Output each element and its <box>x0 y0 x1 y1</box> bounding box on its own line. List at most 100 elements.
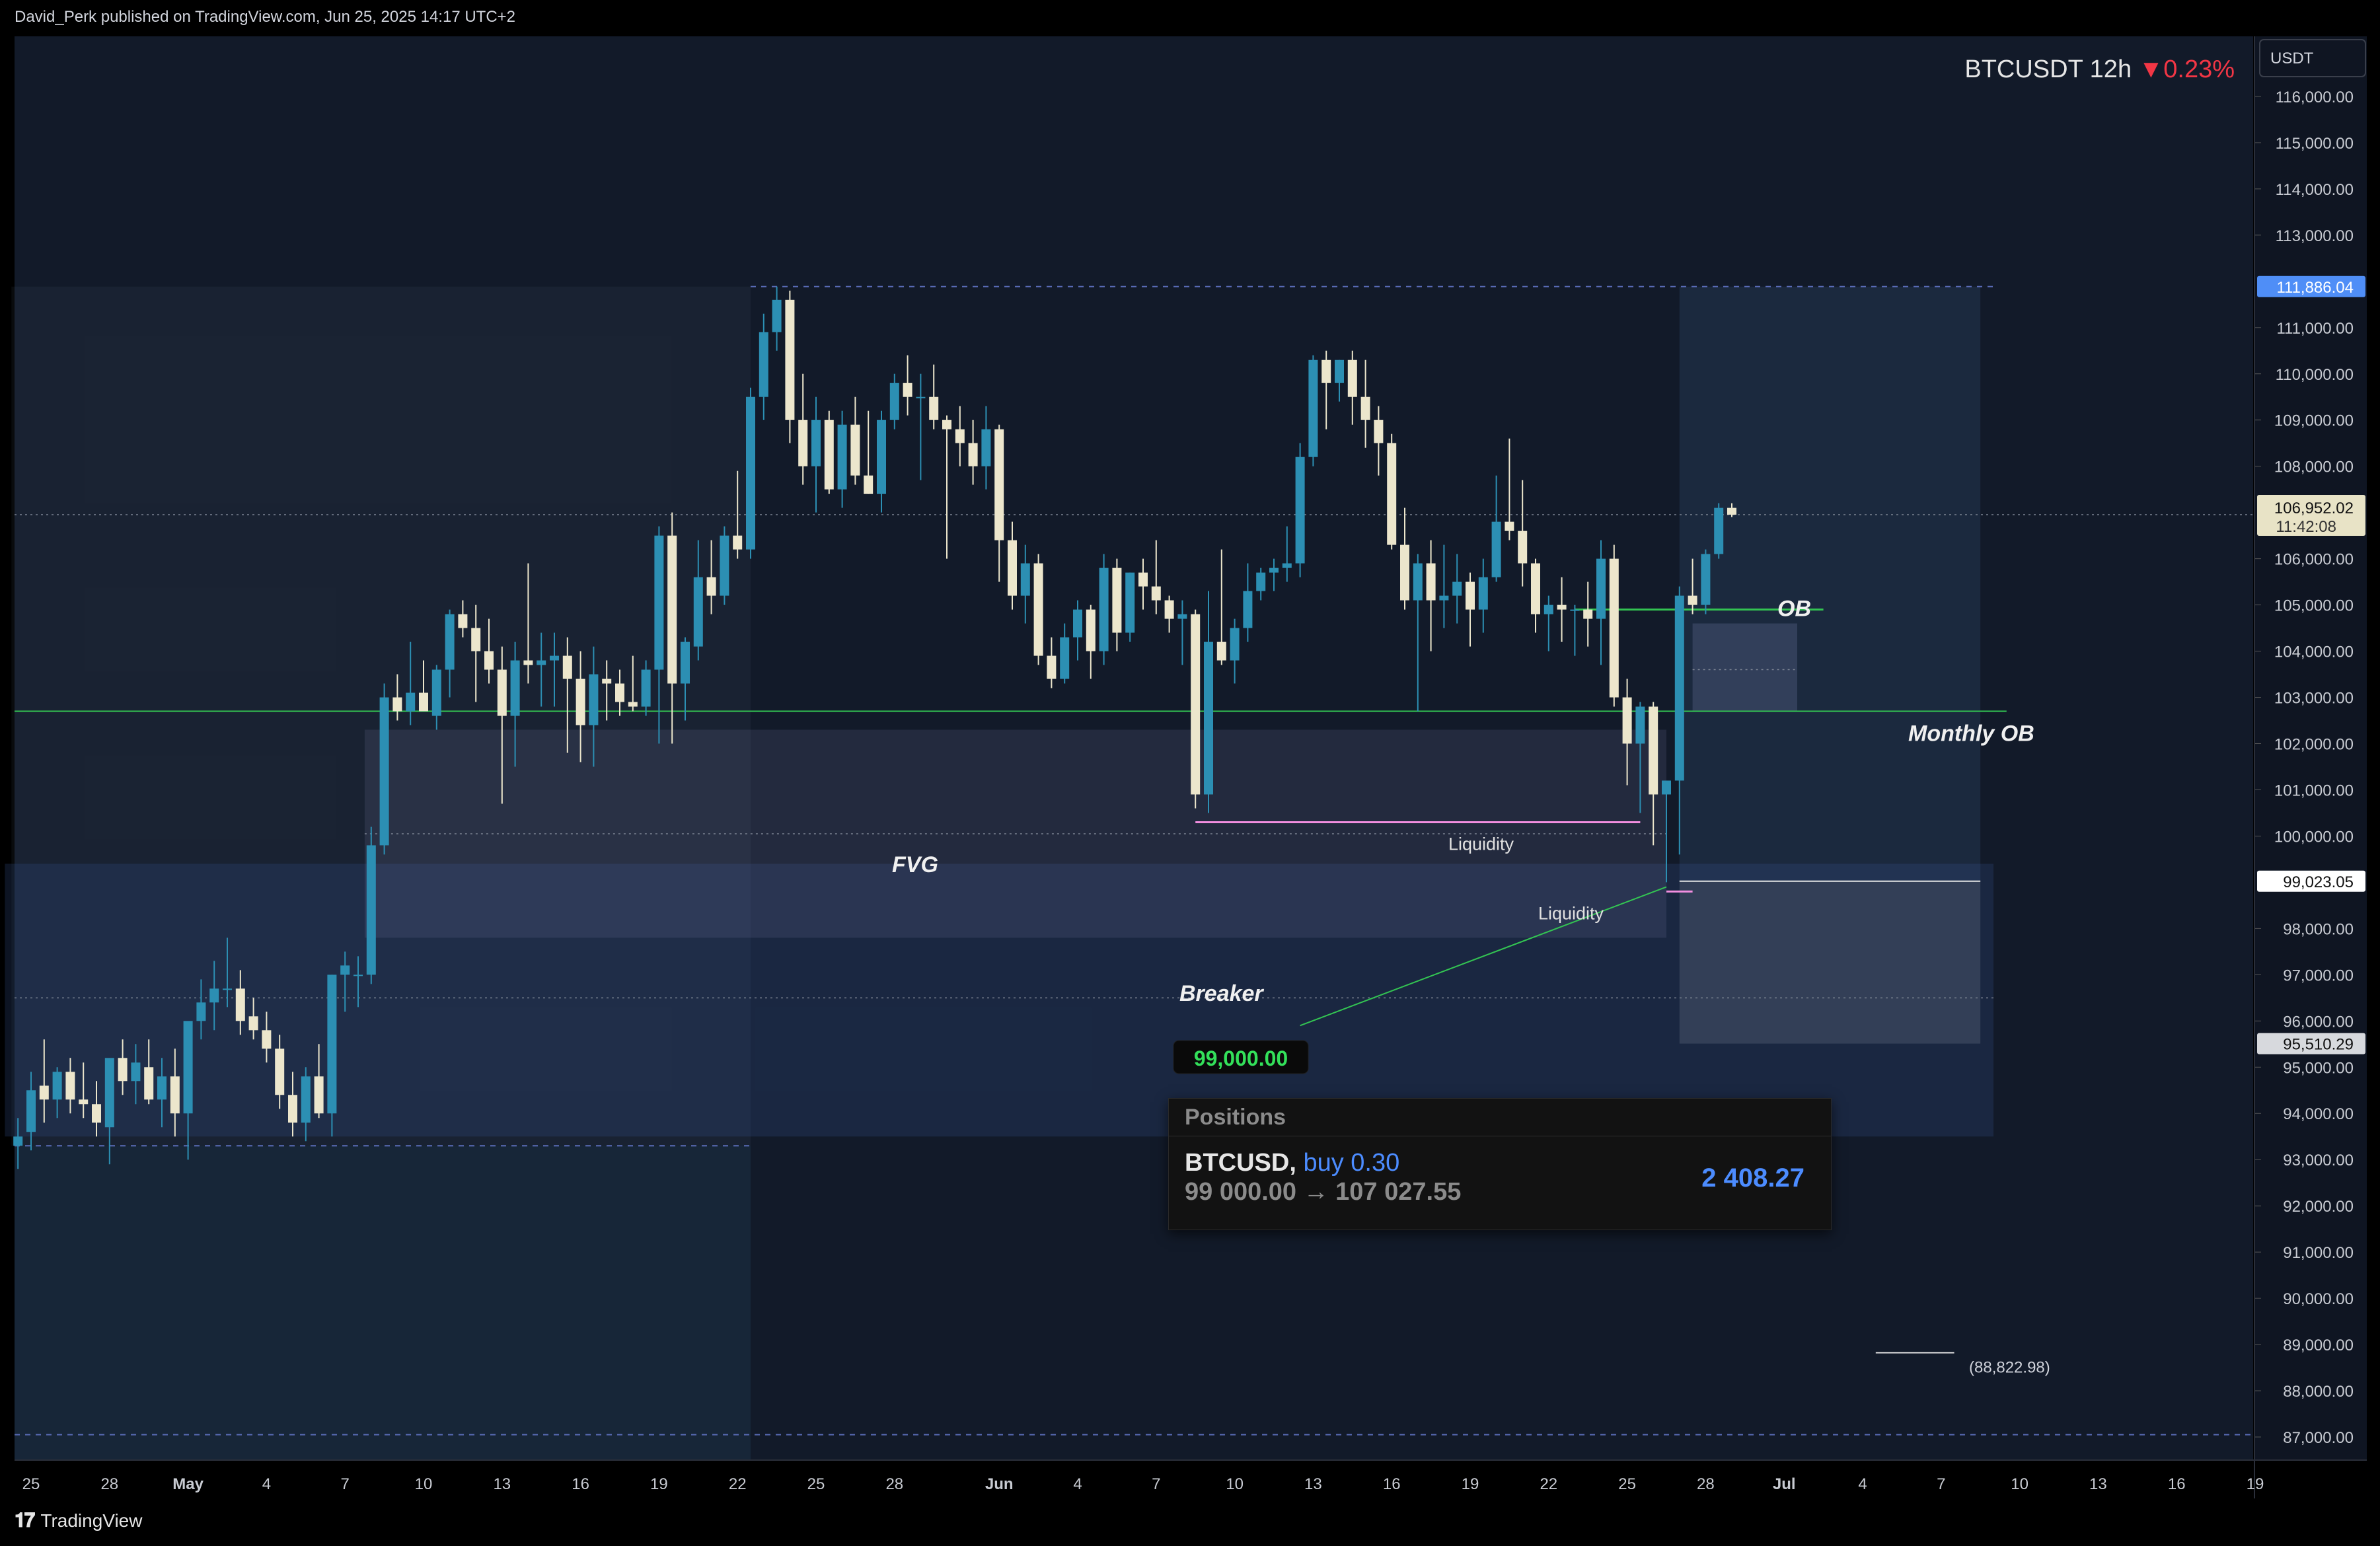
time-tick-label: 25 <box>807 1475 825 1493</box>
currency-selector[interactable] <box>2259 39 2366 77</box>
position-side: buy 0.30 <box>1303 1149 1400 1177</box>
candle-body <box>1360 396 1370 420</box>
candle-body <box>615 683 624 702</box>
time-tick-label: 7 <box>1152 1475 1160 1493</box>
candle-body <box>602 679 612 684</box>
candle-body <box>1531 563 1540 614</box>
ob-label: OB <box>1777 597 1811 622</box>
symbol-legend[interactable]: BTCUSDT 12h ▼0.23% <box>1964 55 2235 84</box>
entry-price-tag-bg <box>2257 870 2365 892</box>
position-symbol: BTCUSD, <box>1185 1149 1296 1177</box>
candle-body <box>1674 595 1684 781</box>
positions-panel[interactable]: Positions BTCUSD, buy 0.30 99 000.00 → 1… <box>1168 1098 1832 1230</box>
liquidity-label-2: Liquidity <box>1538 903 1604 923</box>
candle-body <box>1073 609 1082 638</box>
candle-body <box>497 669 507 716</box>
price-tick-label: 89,000.00 <box>2283 1337 2354 1354</box>
time-tick-label: 25 <box>1618 1475 1636 1493</box>
candle-body <box>275 1049 285 1095</box>
candle-body <box>929 396 939 420</box>
monthly-ob-label: Monthly OB <box>1908 721 2034 747</box>
candle-body <box>510 660 520 716</box>
candle-body <box>1466 581 1475 610</box>
candle-body <box>484 651 494 670</box>
candle-body <box>1701 554 1711 605</box>
brand-name: TradingView <box>40 1510 143 1531</box>
price-tick-label: 93,000.00 <box>2283 1152 2354 1169</box>
candle-body <box>706 577 716 596</box>
price-tick-label: 114,000.00 <box>2276 181 2354 199</box>
candle-body <box>1256 572 1266 591</box>
high-price-tag: 111,886.04 <box>2276 279 2354 297</box>
candle-body <box>79 1099 89 1105</box>
candle-body <box>26 1090 36 1132</box>
candle-body <box>1374 420 1384 443</box>
candle-body <box>681 642 690 684</box>
candle-body <box>850 424 860 476</box>
candle-body <box>693 577 703 647</box>
ob-zone <box>1692 623 1797 712</box>
candle-body <box>13 1136 23 1146</box>
candle-body <box>1557 605 1567 610</box>
candle-body <box>353 975 363 976</box>
candle-body <box>301 1076 311 1123</box>
candle-body <box>340 965 350 975</box>
candle-body <box>877 420 886 494</box>
candle-body <box>759 332 768 397</box>
candle-body <box>406 692 416 712</box>
price-tick-label: 102,000.00 <box>2274 736 2354 754</box>
candle-body <box>1243 591 1253 628</box>
candle-body <box>1138 572 1148 587</box>
position-prices: 99 000.00 → 107 027.55 <box>1185 1178 1462 1206</box>
candle-body <box>196 1002 206 1021</box>
candle-body <box>589 674 599 725</box>
position-profit-zone <box>1679 286 1981 881</box>
price-tick-label: 95,000.00 <box>2283 1059 2354 1077</box>
price-tick-label: 90,000.00 <box>2283 1290 2354 1308</box>
candle-body <box>1400 544 1409 601</box>
candle-body <box>903 383 912 397</box>
stop-price-tag: 95,510.29 <box>2283 1036 2354 1054</box>
entry-price-badge <box>1173 1040 1309 1074</box>
candle-body <box>1347 359 1357 397</box>
candle-body <box>327 975 337 1114</box>
time-tick-label: 10 <box>1226 1475 1244 1493</box>
time-tick-label: 22 <box>1540 1475 1557 1493</box>
candle-body <box>1609 558 1619 698</box>
candle-body <box>772 299 782 332</box>
price-tick-label: 88,000.00 <box>2283 1383 2354 1401</box>
candle-body <box>288 1095 297 1123</box>
position-row[interactable]: BTCUSD, buy 0.30 <box>1185 1149 1399 1177</box>
candle-body <box>994 429 1004 540</box>
candle-body <box>1099 568 1109 651</box>
candle-body <box>1622 697 1632 744</box>
time-tick-label: 19 <box>1462 1475 1479 1493</box>
candle-body <box>235 988 245 1021</box>
time-tick-label: 28 <box>885 1475 903 1493</box>
position-stop-zone <box>1679 881 1981 1044</box>
target-label: (88,822.98) <box>1969 1358 2050 1376</box>
price-tick-label: 111,000.00 <box>2276 320 2354 338</box>
candle-body <box>1439 595 1449 601</box>
candle-body <box>864 475 874 494</box>
entry-price-tag: 99,023.05 <box>2283 873 2354 891</box>
time-tick-label: 16 <box>2168 1475 2186 1493</box>
candle-body <box>183 1021 193 1114</box>
candle-body <box>942 420 951 429</box>
candle-body <box>1164 600 1174 619</box>
price-tick-label: 109,000.00 <box>2274 412 2354 430</box>
price-tick-label: 103,000.00 <box>2274 690 2354 708</box>
tradingview-logo[interactable]: 𝟏𝟕 TradingView <box>15 1510 142 1532</box>
candle-body <box>1125 572 1135 633</box>
price-tick-label: 94,000.00 <box>2283 1105 2354 1123</box>
candle-body <box>1727 507 1736 515</box>
price-tick-label: 115,000.00 <box>2276 135 2354 153</box>
candle-body <box>1204 642 1213 795</box>
stop-price-tag-bg <box>2257 1033 2365 1054</box>
candle-body <box>1413 563 1423 601</box>
candle-body <box>1112 568 1122 633</box>
price-tick-label: 104,000.00 <box>2274 644 2354 661</box>
candle-body <box>1518 531 1528 564</box>
symbol-name[interactable]: BTCUSDT 12h <box>1964 55 2132 83</box>
